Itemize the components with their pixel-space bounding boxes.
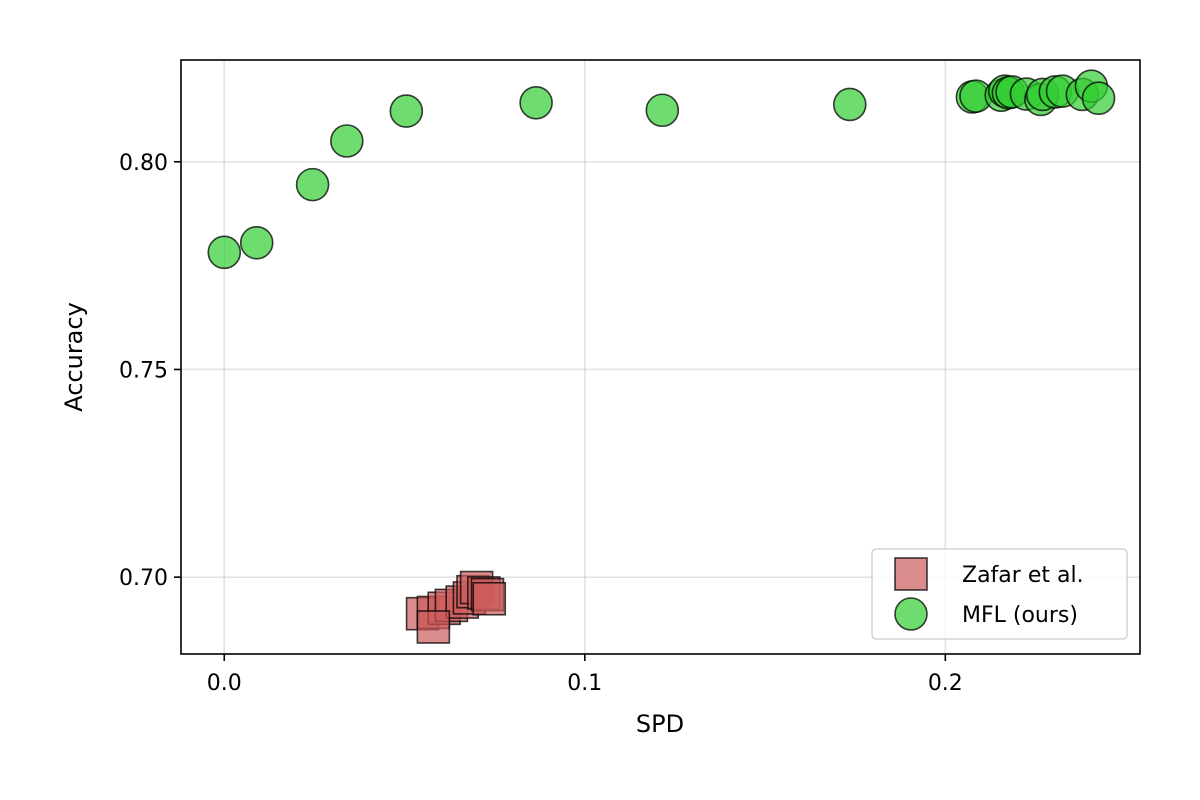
mfl-point <box>239 225 274 260</box>
mfl-point <box>519 85 553 120</box>
axis-ticks: 0.0 0.1 0.2 0.70 0.75 0.80 <box>119 151 963 696</box>
x-axis-label: SPD <box>636 710 684 738</box>
legend-box <box>871 548 1128 640</box>
grid-lines <box>181 60 1140 654</box>
zafar-point <box>472 581 507 616</box>
mfl-point <box>207 235 242 270</box>
mfl-point <box>295 167 330 202</box>
legend-label: MFL (ours) <box>962 603 1078 628</box>
y-tick-label: 0.75 <box>119 358 168 383</box>
legend-marker-zafar <box>894 557 928 591</box>
zafar-point <box>416 610 451 644</box>
data-points <box>207 69 1116 644</box>
mfl-point <box>1081 81 1116 116</box>
x-tick-label: 0.0 <box>207 671 242 696</box>
x-tick-label: 0.1 <box>567 671 602 696</box>
x-tick-label: 0.2 <box>928 671 963 696</box>
y-axis-label: Accuracy <box>60 302 88 412</box>
plot-frame <box>180 59 1141 655</box>
mfl-point <box>389 94 424 128</box>
y-tick-label: 0.70 <box>119 566 168 591</box>
mfl-point <box>645 93 680 128</box>
mfl-point <box>330 124 364 158</box>
legend-marker-mfl <box>894 597 928 631</box>
legend-label: Zafar et al. <box>962 563 1084 588</box>
mfl-point <box>832 87 867 122</box>
legend: Zafar et al. MFL (ours) <box>871 548 1128 640</box>
y-tick-label: 0.80 <box>119 151 168 176</box>
